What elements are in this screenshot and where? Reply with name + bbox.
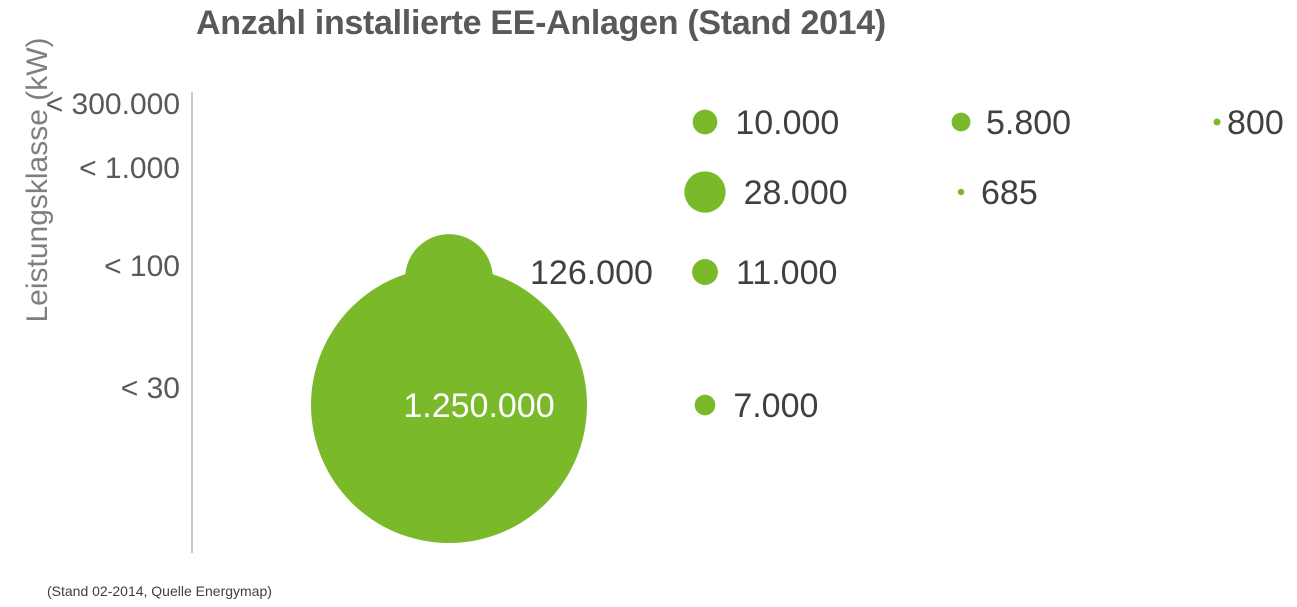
y-tick-label: < 100 [104,250,180,283]
bubble-label: 11.000 [736,254,837,292]
bubble-label: 1.250.000 [403,387,554,425]
bubble-label: 5.800 [986,104,1071,142]
y-tick-label: < 300.000 [46,88,180,121]
bubble-label: 800 [1227,104,1284,142]
bubble-126000 [405,234,493,322]
bubble-7000 [694,394,716,416]
footnote: (Stand 02-2014, Quelle Energymap) [47,583,272,599]
y-tick-label: < 30 [121,372,180,405]
bubble-1250000 [311,267,587,543]
y-tick-label: < 1.000 [79,152,180,185]
bubble-label: 28.000 [744,174,848,212]
bubble-label: 685 [981,174,1038,212]
bubble-685 [957,188,965,196]
bubble-label: 7.000 [733,387,818,425]
bubble-800 [1213,118,1221,126]
bubble-11000 [692,259,718,285]
bubble-label: 126.000 [530,254,653,292]
bubble-28000 [684,171,726,213]
bubble-label: 10.000 [735,104,839,142]
chart-title: Anzahl installierte EE-Anlagen (Stand 20… [196,4,886,42]
bubble-5800 [951,112,971,132]
bubble-10000 [692,109,718,135]
